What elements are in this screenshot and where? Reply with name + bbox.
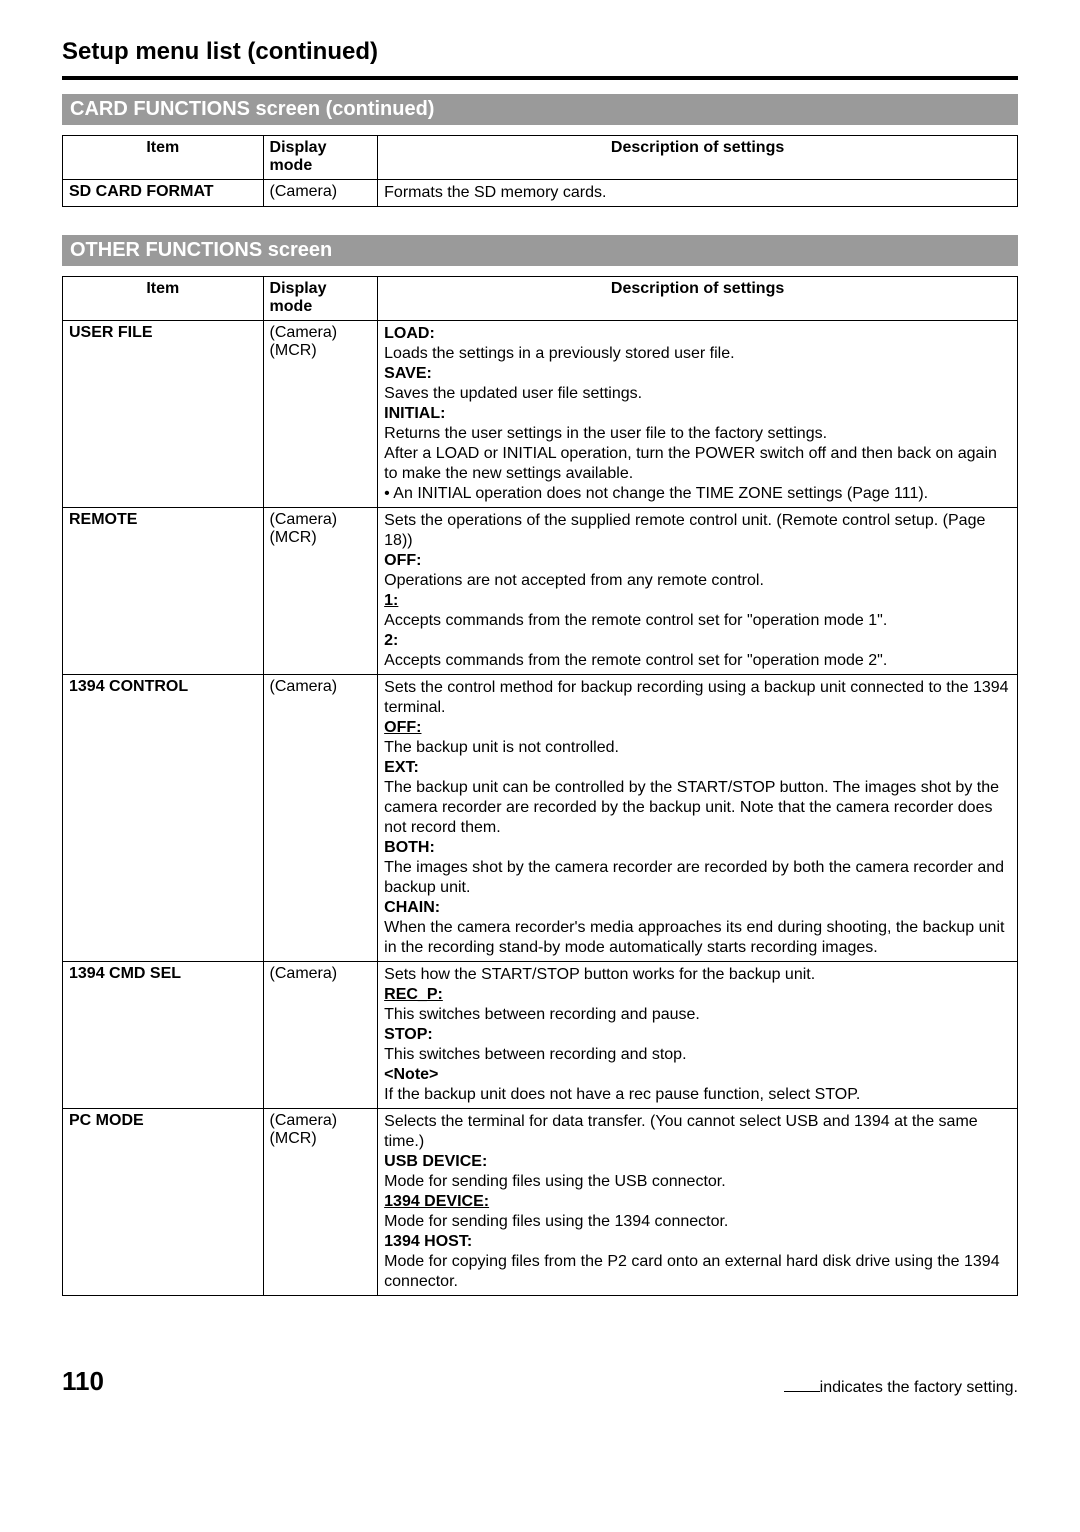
text: The images shot by the camera recorder a…	[384, 859, 1004, 896]
label-two: 2:	[384, 632, 398, 649]
text: The backup unit is not controlled.	[384, 739, 619, 756]
label-chain: CHAIN:	[384, 899, 440, 916]
underline-blank	[784, 1391, 820, 1392]
label-one: 1:	[384, 592, 398, 609]
text: If the backup unit does not have a rec p…	[384, 1086, 860, 1103]
other-functions-table: Item Display mode Description of setting…	[62, 276, 1018, 1296]
cell-mode: (Camera)	[263, 179, 378, 206]
text: The backup unit can be controlled by the…	[384, 779, 999, 836]
factory-setting-note: indicates the factory setting.	[784, 1379, 1018, 1397]
table-header-row: Item Display mode Description of setting…	[63, 276, 1018, 320]
table-row: 1394 CONTROL (Camera) Sets the control m…	[63, 674, 1018, 961]
title-rule	[62, 76, 1018, 80]
header-item: Item	[63, 276, 264, 320]
text: Mode for sending files using the 1394 co…	[384, 1213, 728, 1230]
cell-item: 1394 CONTROL	[63, 674, 264, 961]
label-initial: INITIAL:	[384, 405, 445, 422]
text: Mode for sending files using the USB con…	[384, 1173, 726, 1190]
text: Loads the settings in a previously store…	[384, 345, 734, 362]
cell-desc: LOAD: Loads the settings in a previously…	[378, 320, 1018, 507]
cell-mode: (Camera) (MCR)	[263, 507, 378, 674]
page-title: Setup menu list (continued)	[62, 38, 1018, 66]
text: Sets the control method for backup recor…	[384, 679, 1008, 716]
header-mode: Display mode	[263, 136, 378, 180]
label-usb-device: USB DEVICE:	[384, 1153, 487, 1170]
cell-item: 1394 CMD SEL	[63, 961, 264, 1108]
cell-item: PC MODE	[63, 1108, 264, 1295]
text: Returns the user settings in the user fi…	[384, 425, 827, 442]
cell-mode: (Camera)	[263, 674, 378, 961]
text: This switches between recording and stop…	[384, 1046, 686, 1063]
text: Saves the updated user file settings.	[384, 385, 642, 402]
cell-desc: Sets how the START/STOP button works for…	[378, 961, 1018, 1108]
table-header-row: Item Display mode Description of setting…	[63, 136, 1018, 180]
cell-mode: (Camera) (MCR)	[263, 320, 378, 507]
section-other-functions: OTHER FUNCTIONS screen	[62, 235, 1018, 266]
header-desc: Description of settings	[378, 136, 1018, 180]
label-off: OFF:	[384, 552, 421, 569]
label-1394-host: 1394 HOST:	[384, 1233, 472, 1250]
text: Accepts commands from the remote control…	[384, 652, 887, 669]
label-1394-device: 1394 DEVICE:	[384, 1193, 489, 1210]
label-off: OFF:	[384, 719, 421, 736]
text: • An INITIAL operation does not change t…	[384, 485, 928, 502]
card-functions-table: Item Display mode Description of setting…	[62, 135, 1018, 207]
label-recp: REC_P:	[384, 986, 443, 1003]
cell-desc: Sets the control method for backup recor…	[378, 674, 1018, 961]
cell-item: SD CARD FORMAT	[63, 179, 264, 206]
label-save: SAVE:	[384, 365, 432, 382]
header-desc: Description of settings	[378, 276, 1018, 320]
table-row: PC MODE (Camera) (MCR) Selects the termi…	[63, 1108, 1018, 1295]
table-row: REMOTE (Camera) (MCR) Sets the operation…	[63, 507, 1018, 674]
page-footer: 110 indicates the factory setting.	[62, 1366, 1018, 1397]
cell-desc: Selects the terminal for data transfer. …	[378, 1108, 1018, 1295]
page-number: 110	[62, 1366, 104, 1397]
cell-mode: (Camera)	[263, 961, 378, 1108]
cell-desc: Sets the operations of the supplied remo…	[378, 507, 1018, 674]
header-item: Item	[63, 136, 264, 180]
label-note: <Note>	[384, 1066, 438, 1083]
text: Sets how the START/STOP button works for…	[384, 966, 815, 983]
table-row: USER FILE (Camera) (MCR) LOAD: Loads the…	[63, 320, 1018, 507]
text: When the camera recorder's media approac…	[384, 919, 1004, 956]
label-load: LOAD:	[384, 325, 435, 342]
table-row: SD CARD FORMAT (Camera) Formats the SD m…	[63, 179, 1018, 206]
cell-mode: (Camera) (MCR)	[263, 1108, 378, 1295]
text: Accepts commands from the remote control…	[384, 612, 887, 629]
cell-desc: Formats the SD memory cards.	[378, 179, 1018, 206]
header-mode: Display mode	[263, 276, 378, 320]
factory-note-text: indicates the factory setting.	[820, 1379, 1018, 1396]
text: This switches between recording and paus…	[384, 1006, 700, 1023]
text: Mode for copying files from the P2 card …	[384, 1253, 999, 1290]
text: Operations are not accepted from any rem…	[384, 572, 764, 589]
text: Sets the operations of the supplied remo…	[384, 512, 985, 549]
label-ext: EXT:	[384, 759, 419, 776]
label-stop: STOP:	[384, 1026, 433, 1043]
section-card-functions: CARD FUNCTIONS screen (continued)	[62, 94, 1018, 125]
cell-item: USER FILE	[63, 320, 264, 507]
text: Selects the terminal for data transfer. …	[384, 1113, 978, 1150]
text: After a LOAD or INITIAL operation, turn …	[384, 445, 997, 482]
cell-item: REMOTE	[63, 507, 264, 674]
label-both: BOTH:	[384, 839, 435, 856]
table-row: 1394 CMD SEL (Camera) Sets how the START…	[63, 961, 1018, 1108]
